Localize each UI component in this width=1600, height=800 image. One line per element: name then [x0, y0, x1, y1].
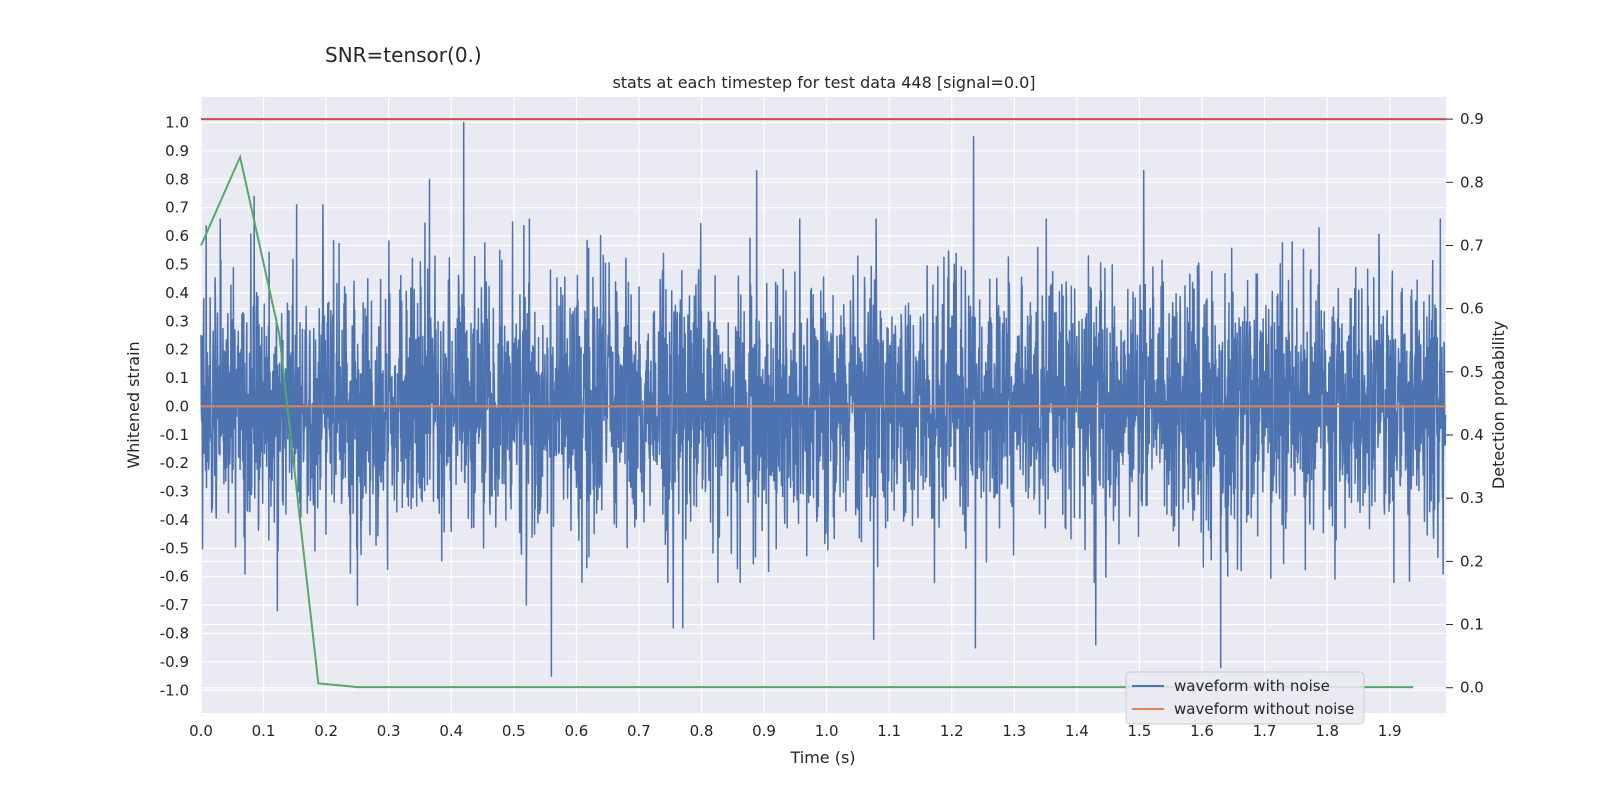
x-tick-label: 1.2 [940, 722, 964, 740]
y-tick-label-left: -0.3 [160, 483, 189, 501]
y-tick-label-left: 1.0 [165, 114, 189, 132]
legend-label-noise: waveform with noise [1174, 677, 1330, 695]
x-tick-label: 0.8 [690, 722, 714, 740]
figure-suptitle: SNR=tensor(0.) [325, 43, 482, 67]
x-tick-label: 0.3 [377, 722, 401, 740]
x-tick-label: 1.3 [1002, 722, 1026, 740]
x-tick-label: 0.1 [252, 722, 276, 740]
y-tick-label-right: 0.3 [1460, 489, 1484, 507]
legend-box [1125, 671, 1365, 725]
y-tick-label-right: 0.9 [1460, 110, 1484, 128]
left-axis-label: Whitened strain [124, 341, 143, 468]
y-tick-label-right: 0.6 [1460, 300, 1484, 318]
y-tick-label-left: 0.9 [165, 142, 189, 160]
x-tick-label: 1.1 [877, 722, 901, 740]
x-tick-label: 1.8 [1315, 722, 1339, 740]
y-tick-label-left: 0.8 [165, 170, 189, 188]
y-tick-label-left: -1.0 [160, 681, 189, 699]
y-tick-label-left: -0.6 [160, 568, 189, 586]
x-tick-label: 0.0 [189, 722, 213, 740]
y-tick-label-left: -0.9 [160, 653, 189, 671]
x-tick-label: 0.4 [439, 722, 463, 740]
x-tick-label: 1.4 [1065, 722, 1089, 740]
y-tick-label-right: 0.7 [1460, 236, 1484, 254]
x-tick-label: 0.2 [314, 722, 338, 740]
y-tick-label-right: 0.5 [1460, 363, 1484, 381]
y-tick-label-right: 0.4 [1460, 426, 1484, 444]
x-tick-label: 0.6 [564, 722, 588, 740]
x-tick-label: 0.9 [752, 722, 776, 740]
y-tick-label-left: -0.5 [160, 539, 189, 557]
y-tick-label-left: -0.7 [160, 596, 189, 614]
y-tick-label-left: -0.4 [160, 511, 189, 529]
y-tick-label-right: 0.8 [1460, 173, 1484, 191]
x-tick-label: 1.0 [815, 722, 839, 740]
chart-title: stats at each timestep for test data 448… [612, 73, 1035, 92]
y-tick-label-left: 0.2 [165, 341, 189, 359]
y-tick-label-left: 0.3 [165, 312, 189, 330]
x-tick-label: 1.5 [1128, 722, 1152, 740]
x-tick-label: 1.9 [1378, 722, 1402, 740]
y-tick-label-left: 0.1 [165, 369, 189, 387]
x-axis-label: Time (s) [789, 748, 855, 767]
y-tick-label-left: 0.4 [165, 284, 189, 302]
y-tick-label-left: -0.2 [160, 454, 189, 472]
y-tick-label-right: 0.0 [1460, 679, 1484, 697]
y-tick-label-right: 0.1 [1460, 616, 1484, 634]
x-tick-label: 1.6 [1190, 722, 1214, 740]
right-axis-label: Detection probability [1489, 321, 1508, 489]
x-tick-label: 1.7 [1253, 722, 1277, 740]
y-tick-label-left: -0.8 [160, 625, 189, 643]
legend: waveform with noise waveform without noi… [1125, 671, 1365, 725]
y-tick-label-left: 0.5 [165, 255, 189, 273]
left-axis-ticks: 1.0 0.9 0.8 0.7 0.6 0.5 0.4 0.3 0.2 0.1 0.0 -0.1 -0.… [160, 114, 189, 700]
x-axis-ticks: 0.0 0.1 0.2 0.3 0.4 0.5 0.6 0.7 0.8 0.9 1.0 1.1 1.2 1… [189, 722, 1402, 740]
waveform-with-noise-line [200, 121, 1447, 677]
y-tick-label-left: -0.1 [160, 426, 189, 444]
y-tick-label-left: 0.7 [165, 199, 189, 217]
right-axis-ticks: 0.9 0.8 0.7 0.6 0.5 0.4 0.3 0.2 0.1 0.0 [1446, 110, 1484, 697]
x-tick-label: 0.5 [502, 722, 526, 740]
x-tick-label: 0.7 [627, 722, 651, 740]
y-tick-label-right: 0.2 [1460, 552, 1484, 570]
waveform-with-noise-series [200, 121, 1447, 677]
y-tick-label-left: 0.0 [165, 397, 189, 415]
legend-label-clean: waveform without noise [1174, 700, 1354, 718]
y-tick-label-left: 0.6 [165, 227, 189, 245]
